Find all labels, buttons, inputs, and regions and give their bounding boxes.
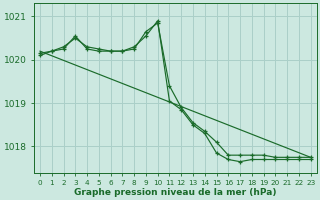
X-axis label: Graphe pression niveau de la mer (hPa): Graphe pression niveau de la mer (hPa): [74, 188, 276, 197]
